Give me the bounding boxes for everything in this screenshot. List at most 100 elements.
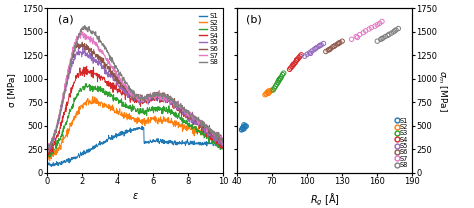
S3	[274, 80, 282, 84]
S3	[82, 82, 88, 85]
S3	[76, 92, 82, 94]
S7	[362, 29, 369, 32]
S6	[220, 140, 226, 142]
S6	[338, 40, 346, 43]
S7	[359, 31, 367, 34]
Line: S4: S4	[47, 66, 223, 155]
Y-axis label: σ [MPa]: σ [MPa]	[8, 74, 17, 107]
S1	[48, 165, 54, 168]
S2	[148, 117, 154, 119]
S5	[76, 54, 82, 56]
X-axis label: ε: ε	[133, 191, 138, 201]
S4	[298, 53, 305, 56]
S2	[162, 119, 168, 122]
S6	[330, 45, 338, 48]
S3	[269, 88, 277, 92]
S8	[148, 95, 154, 97]
S5	[162, 97, 168, 100]
S2	[264, 91, 272, 94]
S2	[90, 99, 96, 102]
S2	[220, 137, 226, 139]
X-axis label: $R_g$ [Å]: $R_g$ [Å]	[310, 191, 340, 208]
S5	[317, 43, 325, 47]
S2	[264, 89, 272, 93]
S2	[263, 92, 270, 95]
S4	[292, 61, 299, 64]
S6	[324, 48, 332, 52]
S4	[293, 58, 301, 62]
S2	[45, 155, 50, 158]
S2	[125, 118, 130, 120]
S4	[90, 77, 96, 79]
S6	[162, 95, 168, 97]
S5	[307, 52, 314, 55]
S4	[84, 65, 90, 67]
S3	[272, 85, 279, 88]
S1	[240, 123, 248, 126]
S3	[279, 73, 286, 76]
S6	[45, 150, 50, 153]
S4	[177, 109, 183, 111]
S1	[220, 142, 226, 144]
S2	[263, 93, 270, 96]
S8	[388, 32, 395, 35]
S8	[379, 36, 387, 40]
S1	[239, 127, 246, 130]
S5	[177, 108, 183, 110]
Legend: S1, S2, S3, S4, S5, S6, S7, S8: S1, S2, S3, S4, S5, S6, S7, S8	[394, 116, 409, 169]
S2	[268, 88, 276, 92]
S4	[162, 97, 168, 99]
S7	[371, 25, 379, 28]
S8	[378, 37, 386, 40]
S3	[273, 83, 281, 86]
S5	[76, 46, 82, 48]
S3	[275, 79, 283, 82]
S4	[45, 146, 50, 149]
S4	[289, 63, 297, 67]
S7	[368, 26, 375, 29]
S5	[45, 149, 50, 152]
S8	[384, 34, 392, 37]
S8	[391, 29, 399, 32]
S5	[315, 45, 323, 48]
S2	[76, 106, 82, 109]
S3	[148, 107, 154, 110]
S2	[264, 91, 271, 94]
S8	[385, 33, 393, 36]
S5	[319, 42, 327, 45]
Line: S8: S8	[47, 26, 223, 149]
S7	[45, 147, 50, 150]
Y-axis label: $\sigma_m$ [MPa]: $\sigma_m$ [MPa]	[436, 69, 449, 111]
Line: S5: S5	[47, 47, 223, 151]
S5	[310, 48, 318, 51]
S3	[276, 77, 284, 80]
S1	[45, 163, 50, 165]
S1	[241, 125, 249, 129]
S3	[90, 87, 96, 89]
S5	[46, 150, 52, 152]
S5	[90, 62, 96, 64]
S3	[177, 118, 183, 120]
S8	[390, 30, 398, 33]
S1	[162, 140, 168, 143]
S4	[288, 65, 296, 68]
S8	[162, 93, 168, 95]
S6	[326, 48, 333, 51]
S6	[334, 42, 341, 46]
S3	[274, 81, 282, 84]
S1	[148, 141, 154, 144]
S8	[177, 104, 183, 106]
Text: (b): (b)	[246, 15, 262, 25]
S5	[313, 46, 320, 50]
S7	[356, 33, 364, 36]
S7	[220, 137, 226, 140]
S8	[382, 35, 389, 38]
S2	[266, 90, 273, 93]
S3	[271, 87, 278, 90]
S6	[327, 47, 334, 50]
S2	[261, 93, 269, 96]
S4	[291, 62, 298, 65]
S3	[47, 156, 53, 159]
S7	[162, 96, 168, 99]
S7	[79, 28, 84, 30]
